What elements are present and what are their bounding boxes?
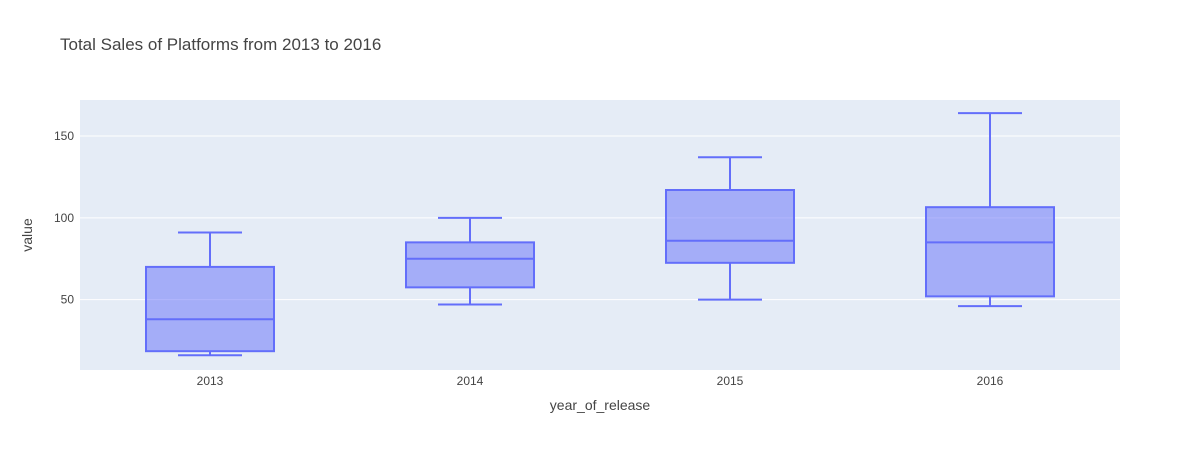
box-2015[interactable] [665, 156, 795, 301]
box-layer [145, 112, 1055, 357]
x-axis-title: year_of_release [550, 397, 651, 413]
x-tick-label: 2015 [717, 374, 744, 388]
x-tick-layer: 2013 2014 2015 2016 [197, 374, 1004, 388]
y-tick-label: 50 [61, 293, 75, 307]
iqr-box [145, 265, 275, 353]
y-tick-label: 100 [54, 211, 74, 225]
box-2014[interactable] [405, 216, 535, 306]
chart-title: Total Sales of Platforms from 2013 to 20… [60, 35, 381, 54]
y-tick-layer: 50 100 150 [54, 129, 74, 307]
box-2016[interactable] [925, 112, 1055, 308]
x-tick-label: 2014 [457, 374, 484, 388]
iqr-box [405, 241, 535, 289]
x-tick-label: 2013 [197, 374, 224, 388]
y-tick-label: 150 [54, 129, 74, 143]
y-axis-title: value [19, 218, 35, 252]
box-2013[interactable] [145, 231, 275, 357]
iqr-box [665, 189, 795, 264]
iqr-box [925, 206, 1055, 298]
x-tick-label: 2016 [977, 374, 1004, 388]
